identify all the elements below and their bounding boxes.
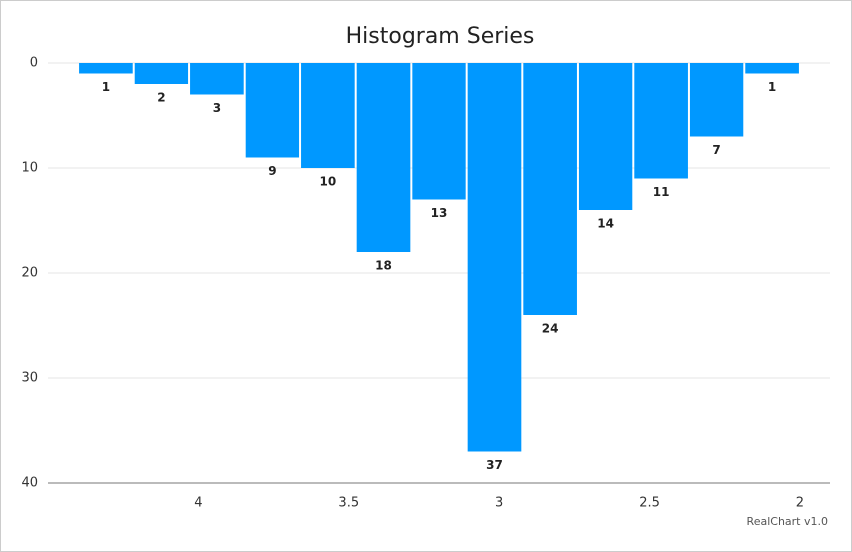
bar (745, 63, 799, 74)
bar (245, 63, 300, 158)
value-label: 37 (486, 458, 503, 472)
chart-title: Histogram Series (346, 24, 535, 49)
value-label: 7 (712, 143, 720, 157)
y-tick-label: 10 (21, 161, 38, 176)
bar (356, 63, 411, 252)
bar (634, 63, 688, 179)
bar (412, 63, 466, 200)
value-label: 18 (375, 259, 392, 273)
bar (578, 63, 633, 210)
x-tick-label: 3 (495, 496, 503, 511)
value-label: 1 (102, 80, 110, 94)
y-tick-label: 40 (21, 476, 38, 491)
credit: RealChart v1.0 (747, 515, 828, 528)
bar (523, 63, 577, 315)
bar (79, 63, 133, 74)
x-tick-label: 4 (194, 496, 202, 511)
value-label: 10 (320, 175, 337, 189)
bar (467, 63, 522, 452)
value-label: 2 (157, 91, 165, 105)
bar (190, 63, 244, 95)
x-tick-label: 2.5 (639, 496, 660, 511)
y-tick-label: 30 (21, 371, 38, 386)
y-tick-label: 20 (21, 266, 38, 281)
value-label: 13 (431, 206, 448, 220)
value-label: 24 (542, 322, 559, 336)
value-label: 14 (597, 217, 614, 231)
value-label: 3 (213, 101, 221, 115)
x-tick-label: 2 (796, 496, 804, 511)
bar (689, 63, 744, 137)
bar (301, 63, 355, 168)
y-tick-label: 0 (30, 56, 38, 71)
value-label: 11 (653, 185, 670, 199)
bar (134, 63, 189, 84)
value-label: 9 (268, 164, 276, 178)
x-tick-label: 3.5 (338, 496, 359, 511)
value-label: 1 (768, 80, 776, 94)
